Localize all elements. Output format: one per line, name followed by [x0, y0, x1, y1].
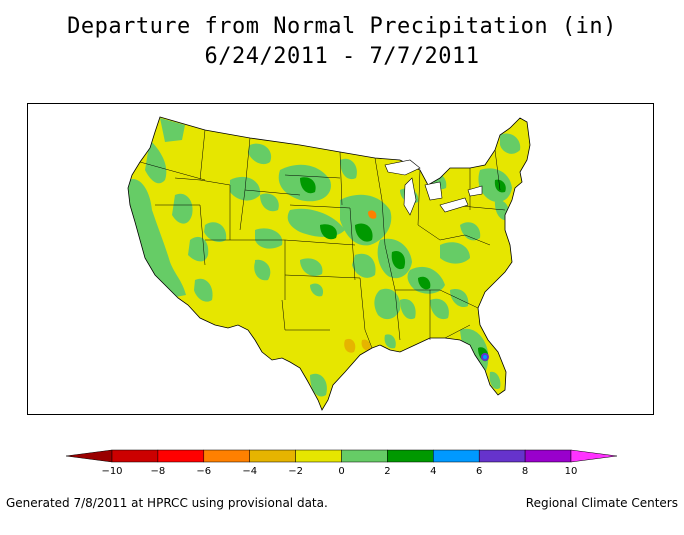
legend-bin: [249, 449, 296, 463]
legend-bin: [111, 449, 159, 463]
legend-bin: [157, 449, 205, 463]
legend-low-end: [65, 449, 113, 463]
legend-tick-label: 2: [384, 466, 390, 477]
state-boundaries: [139, 129, 506, 349]
legend-bin: [524, 449, 572, 463]
legend-tick-label: 0: [338, 466, 344, 477]
legend-bin: [295, 449, 342, 463]
legend-tick-label: 10: [565, 466, 578, 477]
legend-bin: [433, 449, 480, 463]
us-land-base: [128, 117, 530, 410]
color-legend: −10 −8 −6 −4 −2 0 2 4 6 8 10: [65, 449, 618, 477]
precipitation-map: [127, 116, 531, 411]
legend-tick-label: −8: [151, 466, 166, 477]
legend-tick-label: 8: [522, 466, 528, 477]
legend-tick-label: −2: [288, 466, 303, 477]
legend-bin: [203, 449, 250, 463]
legend-tick-label: −6: [196, 466, 211, 477]
generated-note: Generated 7/8/2011 at HPRCC using provis…: [6, 496, 328, 510]
map-title: Departure from Normal Precipitation (in): [67, 14, 617, 39]
legend-high-end: [570, 449, 618, 463]
legend-bin: [341, 449, 388, 463]
legend-tick-label: 6: [476, 466, 482, 477]
legend-tick-label: 4: [430, 466, 436, 477]
map-date-range: 6/24/2011 - 7/7/2011: [204, 44, 480, 69]
legend-bin: [387, 449, 434, 463]
legend-bin: [478, 449, 526, 463]
legend-tick-label: −4: [242, 466, 257, 477]
legend-tick-label: −10: [101, 466, 122, 477]
great-lakes: [384, 159, 483, 216]
source-credit: Regional Climate Centers: [525, 496, 678, 510]
